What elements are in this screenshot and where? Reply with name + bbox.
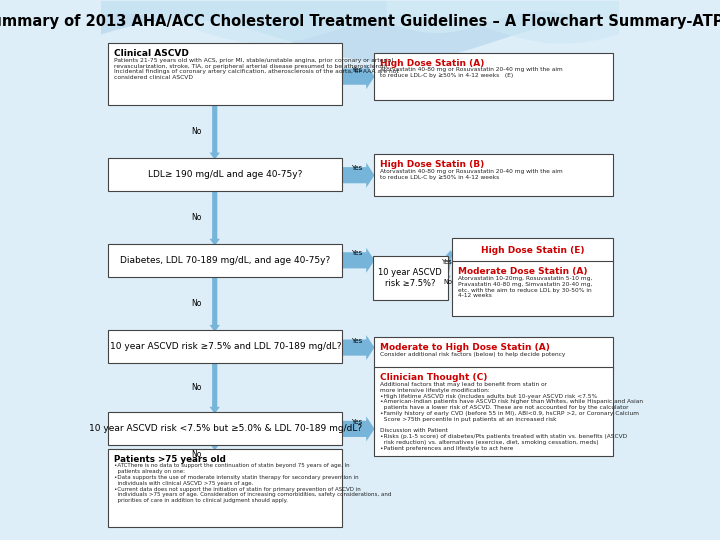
- FancyArrow shape: [210, 103, 220, 160]
- Text: Atorvastatin 40-80 mg or Rosuvastatin 20-40 mg with the aim
to reduce LDL-C by ≥: Atorvastatin 40-80 mg or Rosuvastatin 20…: [379, 68, 562, 78]
- Text: Diabetes, LDL 70-189 mg/dL, and age 40-75y?: Diabetes, LDL 70-189 mg/dL, and age 40-7…: [120, 256, 330, 265]
- Text: High Dose Statin (A): High Dose Statin (A): [379, 59, 484, 68]
- FancyBboxPatch shape: [452, 238, 613, 262]
- FancyArrow shape: [210, 275, 220, 332]
- Text: Moderate to High Dose Statin (A): Moderate to High Dose Statin (A): [379, 343, 549, 352]
- FancyArrow shape: [341, 248, 374, 273]
- FancyBboxPatch shape: [108, 412, 342, 445]
- Text: No: No: [444, 280, 452, 286]
- Text: No: No: [192, 450, 202, 459]
- FancyBboxPatch shape: [108, 330, 342, 363]
- FancyArrow shape: [341, 64, 374, 89]
- FancyBboxPatch shape: [374, 338, 613, 369]
- FancyArrow shape: [341, 416, 374, 441]
- FancyArrow shape: [444, 274, 451, 282]
- Text: Yes: Yes: [351, 66, 362, 73]
- Polygon shape: [101, 0, 619, 44]
- FancyArrow shape: [210, 362, 220, 414]
- Text: Yes: Yes: [351, 251, 362, 256]
- FancyBboxPatch shape: [108, 43, 342, 105]
- Text: Yes: Yes: [351, 165, 362, 171]
- Text: Patients >75 years old: Patients >75 years old: [114, 455, 226, 464]
- FancyBboxPatch shape: [374, 53, 613, 100]
- Text: Patients 21-75 years old with ACS, prior MI, stable/unstable angina, prior coron: Patients 21-75 years old with ACS, prior…: [114, 58, 399, 80]
- Text: Yes: Yes: [351, 419, 362, 425]
- Text: No: No: [192, 126, 202, 136]
- Text: No: No: [192, 383, 202, 392]
- FancyBboxPatch shape: [108, 158, 342, 191]
- FancyArrow shape: [341, 335, 374, 360]
- Text: 10 year ASCVD risk ≥7.5% and LDL 70-189 mg/dL?: 10 year ASCVD risk ≥7.5% and LDL 70-189 …: [109, 342, 341, 351]
- Text: High Dose Statin (E): High Dose Statin (E): [481, 246, 584, 254]
- Text: Atorvastatin 40-80 mg or Rosuvastatin 20-40 mg with the aim
to reduce LDL-C by ≥: Atorvastatin 40-80 mg or Rosuvastatin 20…: [379, 168, 562, 179]
- Text: Clinician Thought (C): Clinician Thought (C): [379, 374, 487, 382]
- Text: LDL≥ 190 mg/dL and age 40-75y?: LDL≥ 190 mg/dL and age 40-75y?: [148, 170, 302, 179]
- Text: Moderate Dose Statin (A): Moderate Dose Statin (A): [457, 267, 587, 276]
- Text: No: No: [192, 299, 202, 308]
- Text: Atorvastatin 10-20mg, Rosuvastatin 5-10 mg,
Pravastatin 40-80 mg, Simvastatin 20: Atorvastatin 10-20mg, Rosuvastatin 5-10 …: [457, 276, 592, 298]
- Text: 10 year ASCVD
risk ≥7.5%?: 10 year ASCVD risk ≥7.5%?: [379, 268, 442, 287]
- FancyBboxPatch shape: [108, 449, 342, 528]
- Polygon shape: [387, 0, 619, 33]
- Text: High Dose Statin (B): High Dose Statin (B): [379, 160, 484, 169]
- Text: 10 year ASCVD risk <7.5% but ≥5.0% & LDL 70-189 mg/dL?: 10 year ASCVD risk <7.5% but ≥5.0% & LDL…: [89, 424, 362, 433]
- FancyBboxPatch shape: [374, 368, 613, 456]
- Text: •ATCThere is no data to support the continuation of statin beyond 75 years of ag: •ATCThere is no data to support the cont…: [114, 463, 392, 503]
- Polygon shape: [101, 0, 619, 63]
- FancyBboxPatch shape: [374, 154, 613, 196]
- Text: Additional factors that may lead to benefit from statin or
more intensive lifest: Additional factors that may lead to bene…: [379, 382, 643, 451]
- FancyBboxPatch shape: [108, 244, 342, 277]
- Text: Yes: Yes: [351, 338, 362, 343]
- FancyArrow shape: [210, 443, 220, 450]
- Text: Clinical ASCVD: Clinical ASCVD: [114, 49, 189, 58]
- FancyBboxPatch shape: [452, 261, 613, 316]
- FancyArrow shape: [210, 189, 220, 246]
- Text: Yes: Yes: [442, 259, 453, 265]
- FancyBboxPatch shape: [373, 256, 448, 300]
- Text: Summary of 2013 AHA/ACC Cholesterol Treatment Guidelines – A Flowchart Summary-A: Summary of 2013 AHA/ACC Cholesterol Trea…: [0, 14, 720, 29]
- Text: No: No: [192, 213, 202, 222]
- Text: Consider additional risk factors (below) to help decide potency: Consider additional risk factors (below)…: [379, 352, 565, 357]
- FancyArrow shape: [444, 250, 454, 278]
- FancyArrow shape: [341, 163, 374, 188]
